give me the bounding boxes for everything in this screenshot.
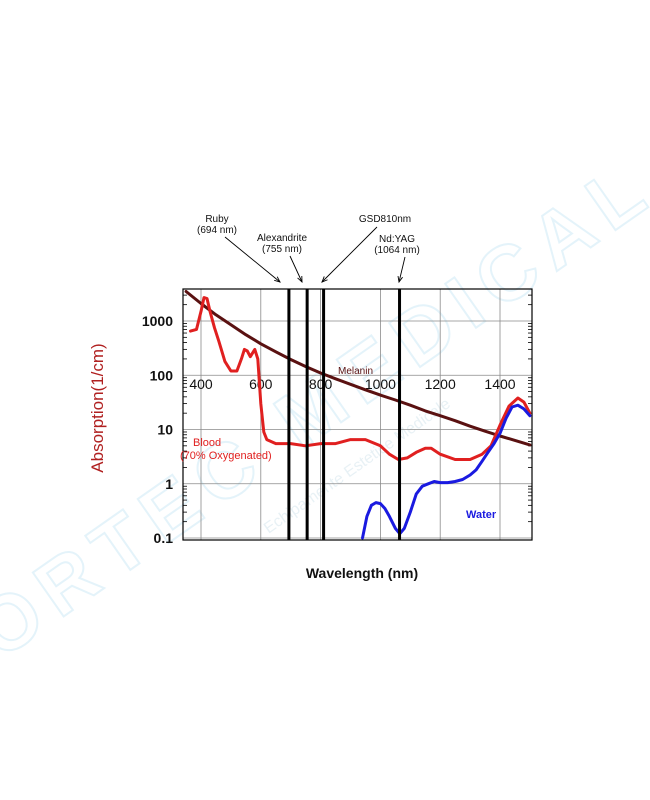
x-tick-label-4: 1200 <box>425 376 456 392</box>
laser-wavelength-ruby: (694 nm) <box>197 225 237 236</box>
annotation-blood-oxygenated: (70% Oxygenated) <box>180 450 272 462</box>
y-tick-label-4: 0.1 <box>154 530 174 546</box>
laser-arrowhead-ruby <box>274 276 281 283</box>
laser-leader-alexandrite <box>289 255 303 283</box>
x-axis-label: Wavelength (nm) <box>306 565 418 581</box>
y-tick-labels: 1000 100 10 1 0.1 <box>142 313 173 546</box>
plot-grid <box>183 289 532 540</box>
series-layer <box>184 290 532 540</box>
laser-leader-gsd810nm <box>321 226 378 283</box>
laser-arrowhead-gsd810nm <box>321 276 328 283</box>
y-tick-label-3: 1 <box>165 476 173 492</box>
series-line-melanin <box>184 290 532 447</box>
x-tick-label-0: 400 <box>189 376 213 392</box>
laser-wavelength-nd-yag: (1064 nm) <box>374 245 420 256</box>
laser-label-ruby: Ruby <box>205 214 228 225</box>
laser-lines: Ruby(694 nm) Alexandrite(755 nm) GSD810nm N… <box>197 214 420 540</box>
annotation-melanin: Melanin <box>338 366 373 377</box>
x-tick-label-5: 1400 <box>484 376 515 392</box>
x-tick-label-3: 1000 <box>365 376 396 392</box>
axis-minor-ticks <box>183 294 532 523</box>
laser-arrowhead-alexandrite <box>297 275 303 284</box>
series-line-water <box>361 403 532 540</box>
laser-label-gsd810nm: GSD810nm <box>359 214 411 225</box>
annotation-water: Water <box>466 509 497 521</box>
series-line-blood <box>189 296 532 461</box>
laser-leader-ruby <box>224 236 281 283</box>
y-tick-label-0: 1000 <box>142 313 173 329</box>
y-tick-label-2: 10 <box>157 422 173 438</box>
y-tick-label-1: 100 <box>150 367 174 383</box>
laser-label-alexandrite: Alexandrite <box>257 233 307 244</box>
plot-frame <box>182 288 533 541</box>
laser-arrowhead-nd-yag <box>397 276 403 284</box>
annotation-blood: Blood <box>193 437 221 449</box>
x-tick-label-2: 800 <box>309 376 333 392</box>
laser-wavelength-alexandrite: (755 nm) <box>262 244 302 255</box>
laser-label-nd-yag: Nd:YAG <box>379 234 415 245</box>
laser-leader-nd-yag <box>398 256 406 283</box>
y-axis-label: Absorption(1/cm) <box>88 343 107 472</box>
